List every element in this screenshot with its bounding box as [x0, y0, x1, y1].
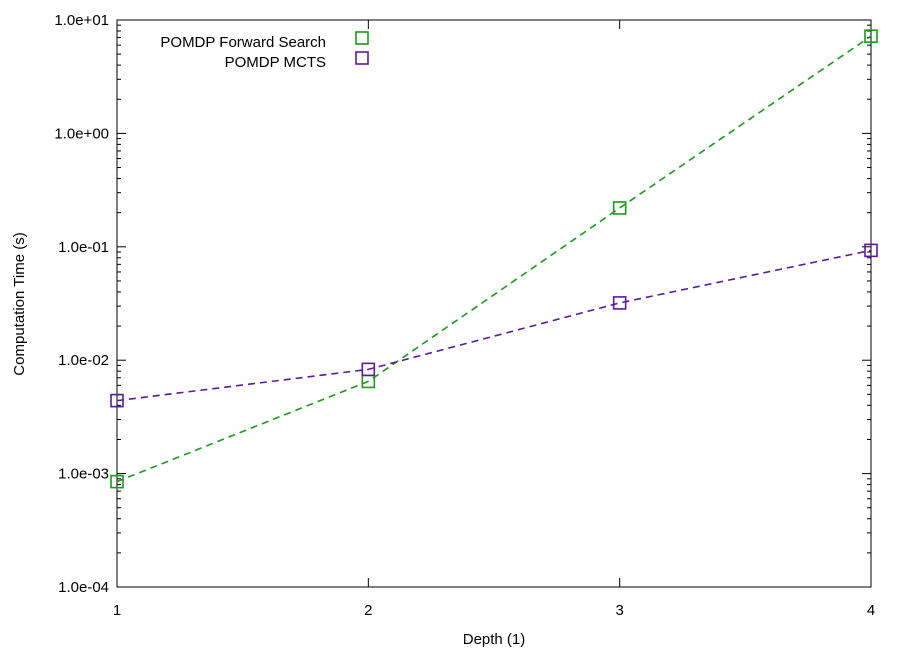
legend-marker-2 — [355, 51, 369, 65]
data-point-series-1 — [864, 29, 878, 43]
x-tick-label: 4 — [867, 602, 875, 619]
legend-marker-1 — [355, 31, 369, 45]
data-point-series-2 — [110, 393, 124, 408]
legend-label-2: POMDP MCTS — [225, 54, 326, 71]
data-point-series-2 — [864, 243, 878, 258]
data-point-series-2 — [361, 362, 376, 377]
data-point-series-2 — [612, 296, 627, 310]
x-tick-label: 1 — [113, 602, 121, 619]
y-tick-label: 1.0e+01 — [54, 12, 109, 29]
y-tick-label: 1.0e+00 — [54, 125, 109, 142]
y-tick-label: 1.0e-01 — [58, 239, 109, 256]
series-line-2 — [116, 249, 872, 402]
y-tick-label: 1.0e-04 — [58, 579, 109, 596]
y-axis-label: Computation Time (s) — [11, 232, 28, 375]
data-point-series-1 — [612, 201, 627, 215]
y-tick-label: 1.0e-03 — [58, 466, 109, 483]
plot-frame — [116, 19, 872, 588]
series-line-1 — [116, 35, 872, 483]
x-tick-label: 2 — [364, 602, 372, 619]
legend-label-1: POMDP Forward Search — [160, 34, 326, 51]
y-tick-label: 1.0e-02 — [58, 352, 109, 369]
x-axis-label: Depth (1) — [463, 631, 526, 648]
x-tick-label: 3 — [615, 602, 623, 619]
data-point-series-1 — [110, 474, 124, 489]
